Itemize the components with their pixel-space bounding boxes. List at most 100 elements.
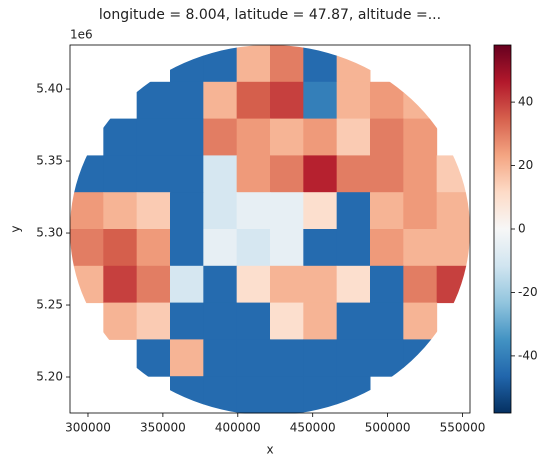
x-tick-label: 500000 — [365, 421, 411, 435]
heatmap-cell — [103, 265, 138, 304]
heatmap-cell — [270, 118, 304, 156]
heatmap-cell — [303, 339, 338, 377]
colorbar — [494, 45, 511, 413]
heatmap-cell — [236, 339, 271, 377]
heatmap-cell — [270, 155, 304, 193]
heatmap-cell — [170, 45, 204, 83]
heatmap-cell — [270, 376, 304, 414]
heatmap-cell — [103, 192, 138, 230]
heatmap-cell — [336, 192, 371, 230]
heatmap-cell — [236, 229, 271, 267]
y-tick-label: 5.30 — [36, 226, 63, 240]
heatmap-cell — [203, 45, 238, 83]
heatmap-cell — [236, 376, 271, 414]
heatmap-cell — [336, 118, 371, 156]
heatmap-cell — [303, 81, 338, 120]
heatmap-cell — [403, 192, 438, 230]
heatmap-cell — [103, 229, 138, 267]
heatmap-cell — [303, 45, 338, 83]
heatmap-cell — [136, 339, 171, 377]
heatmap-cell — [70, 265, 104, 304]
heatmap-cell — [336, 265, 371, 304]
heatmap-cell — [203, 118, 238, 156]
plot-frame — [69, 44, 471, 414]
heatmap-cell — [136, 118, 171, 156]
heatmap-cell — [236, 45, 271, 83]
heatmap-cell — [403, 265, 438, 304]
y-tick-label: 5.40 — [36, 82, 63, 96]
heatmap-cell — [270, 192, 304, 230]
heatmap-cell — [270, 229, 304, 267]
heatmap-cell — [336, 229, 371, 267]
heatmap-cell — [336, 81, 371, 120]
heatmap-cell — [170, 192, 204, 230]
heatmap-cell — [170, 118, 204, 156]
heatmap-cell — [403, 118, 438, 156]
heatmap-cell — [70, 155, 104, 193]
y-tick-label: 5.35 — [36, 154, 63, 168]
heatmap-cell — [136, 229, 171, 267]
heatmap-cell — [403, 339, 438, 377]
heatmap-cell — [436, 192, 470, 230]
heatmap-cell — [370, 265, 404, 304]
x-tick-label: 300000 — [65, 421, 111, 435]
heatmap-cell — [136, 155, 171, 193]
heatmap-cell — [370, 339, 404, 377]
heatmap-cell — [236, 81, 271, 120]
heatmap-cell — [436, 229, 470, 267]
heatmap-cell — [203, 265, 238, 304]
heatmap-cell — [370, 118, 404, 156]
heatmap-cell — [170, 81, 204, 120]
heatmap-cell — [170, 265, 204, 304]
heatmap-cell — [136, 192, 171, 230]
heatmap-cell — [236, 265, 271, 304]
heatmap-cell — [170, 376, 204, 414]
heatmap-cell — [336, 302, 371, 340]
heatmap-cell — [436, 155, 470, 193]
y-axis-label: y — [9, 225, 23, 232]
heatmap-cell — [236, 155, 271, 193]
heatmap-cell — [170, 302, 204, 340]
heatmap-cell — [370, 229, 404, 267]
heatmap-cell — [370, 155, 404, 193]
heatmap-cell — [303, 229, 338, 267]
heatmap-cell — [336, 376, 371, 414]
heatmap-cell — [236, 302, 271, 340]
heatmap-cell — [336, 45, 371, 83]
heatmap-cell — [370, 192, 404, 230]
heatmap-cell — [270, 339, 304, 377]
heatmap-cell — [303, 302, 338, 340]
y-tick-label: 5.25 — [36, 298, 63, 312]
heatmap-cell — [103, 302, 138, 340]
heatmap-cell — [70, 229, 104, 267]
heatmap-cell — [170, 229, 204, 267]
x-tick-label: 550000 — [440, 421, 486, 435]
heatmap-cell — [403, 229, 438, 267]
heatmap-cell — [303, 265, 338, 304]
heatmap-cell — [403, 302, 438, 340]
x-tick-label: 400000 — [215, 421, 261, 435]
heatmap-cell — [336, 155, 371, 193]
heatmap-cell — [70, 192, 104, 230]
heatmap-cell — [303, 376, 338, 414]
x-tick-label: 350000 — [140, 421, 186, 435]
heatmap-cell — [403, 81, 438, 120]
y-offset-label: 1e6 — [70, 28, 93, 42]
heatmap-cell — [270, 302, 304, 340]
heatmap-cell — [303, 118, 338, 156]
heatmap-cell — [270, 45, 304, 83]
heatmap-cell — [436, 265, 470, 304]
heatmap-cell — [370, 302, 404, 340]
heatmap-cell — [236, 192, 271, 230]
heatmap-cell — [136, 265, 171, 304]
heatmap-cells — [70, 45, 470, 414]
colorbar-tick-label: -20 — [518, 285, 538, 299]
heatmap-cell — [203, 192, 238, 230]
heatmap-cell — [303, 192, 338, 230]
heatmap-cell — [336, 339, 371, 377]
heatmap-cell — [303, 155, 338, 193]
heatmap-cell — [203, 376, 238, 414]
heatmap-cell — [170, 155, 204, 193]
heatmap-cell — [170, 339, 204, 377]
